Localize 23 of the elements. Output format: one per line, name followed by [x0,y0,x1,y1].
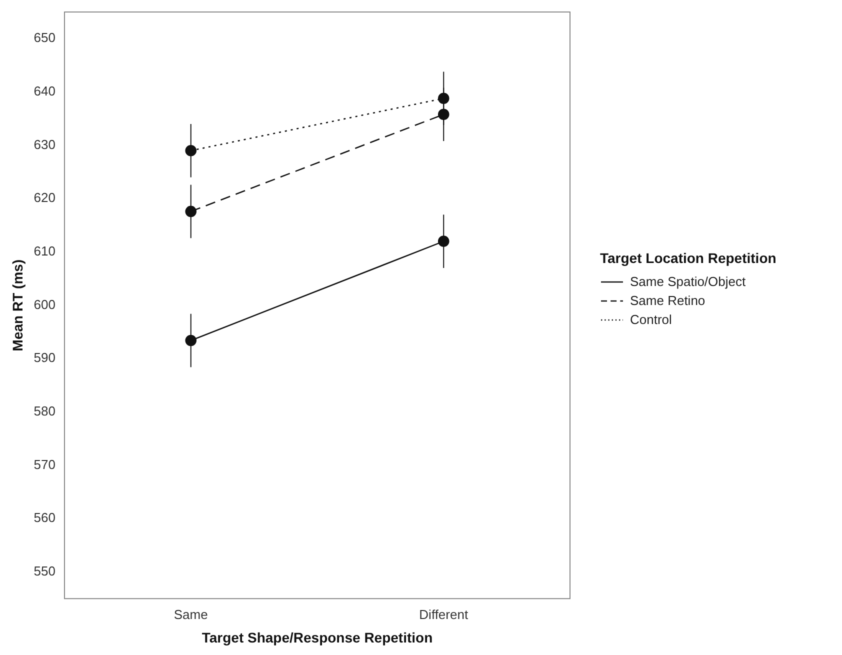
legend-title: Target Location Repetition [600,250,776,266]
y-tick-label: 640 [34,84,56,99]
y-tick-label: 620 [34,190,56,206]
legend-label: Same Retino [630,293,706,308]
point [185,145,197,156]
y-tick-label: 610 [34,244,56,259]
y-axis-title: Mean RT (ms) [9,259,26,352]
point [185,334,197,346]
y-tick-label: 560 [34,510,56,526]
y-tick-label: 650 [34,30,56,46]
y-tick-label: 570 [34,456,56,472]
y-tick-label: 580 [34,404,56,419]
point [438,236,450,247]
point [185,206,197,218]
x-tick-label: Same [174,606,208,622]
legend-label: Same Spatio/Object [630,274,746,289]
y-tick-label: 630 [34,136,56,152]
x-tick-label: Different [419,606,468,622]
x-axis-title: Target Shape/Response Repetition [202,629,433,646]
y-tick-label: 550 [34,564,56,579]
legend-label: Control [630,312,672,327]
y-tick-label: 590 [34,350,56,366]
y-tick-label: 600 [34,296,56,312]
